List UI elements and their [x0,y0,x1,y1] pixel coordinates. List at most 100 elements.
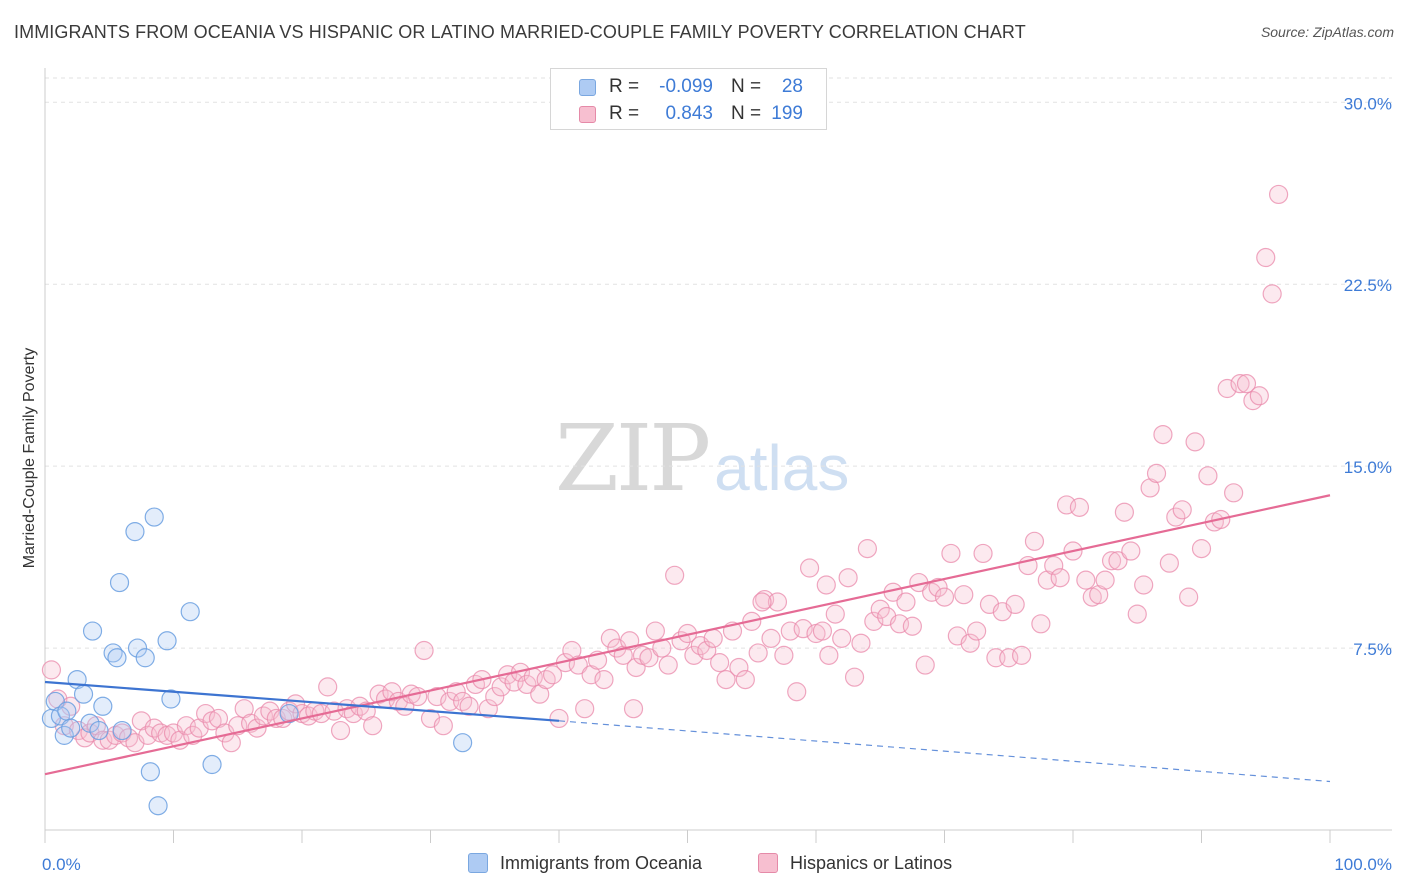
data-point-hispanic [812,621,833,641]
data-point-hispanic [710,653,730,673]
data-point-hispanic [1011,645,1032,665]
data-point-hispanic [825,604,845,624]
legend-n-value: 199 [771,103,803,124]
data-point-hispanic [318,677,338,697]
chart-title: IMMIGRANTS FROM OCEANIA VS HISPANIC OR L… [14,22,1026,42]
data-point-hispanic [221,733,241,753]
data-point-oceania [57,701,77,721]
legend-n-label: N = [731,103,762,124]
data-point-oceania [140,762,160,782]
data-point-oceania [61,718,81,738]
bottom-legend-swatch-hispanic [758,853,778,873]
axes [44,68,1392,843]
data-point-hispanic [478,699,498,719]
y-tick-label: 7.5% [1353,640,1392,659]
data-point-hispanic [1024,531,1045,551]
data-point-hispanic [1031,614,1051,634]
data-point-hispanic [93,730,113,750]
data-point-hispanic [1217,378,1237,399]
data-point-hispanic [1134,575,1154,595]
data-point-hispanic [934,587,955,607]
data-point-hispanic [459,696,479,716]
data-point-hispanic [1121,541,1141,561]
data-point-hispanic [902,616,922,636]
data-point-hispanic [433,716,453,736]
data-point-oceania [73,684,94,704]
data-point-hispanic [639,648,659,668]
data-point-hispanic [408,686,428,707]
data-point-hispanic [1179,587,1199,607]
trend-line-oceania-projection [558,720,1331,783]
data-point-hispanic [491,677,511,697]
data-point-hispanic [658,655,678,675]
legend-r-label: R = [609,103,640,124]
data-point-hispanic [1153,424,1173,445]
data-point-hispanic [819,645,839,665]
data-point-hispanic [1191,539,1212,559]
legend-r-label: R = [609,76,640,97]
series-oceania-points [41,507,473,816]
bottom-legend-label-oceania: Immigrants from Oceania [500,853,703,873]
data-point-hispanic [735,669,755,690]
trend-line-oceania [44,680,560,722]
data-point-hispanic [967,621,987,641]
data-point-hispanic [851,633,871,653]
series-hispanics-points [41,184,1289,753]
data-point-hispanic [1095,570,1115,590]
data-point-oceania [93,696,113,716]
data-point-hispanic [1166,507,1186,527]
y-tick-label: 30.0% [1344,94,1392,113]
data-point-oceania [135,648,155,668]
data-point-hispanic [1236,374,1257,394]
bottom-legend-label-hispanic: Hispanics or Latinos [790,853,953,873]
data-point-hispanic [626,657,646,678]
data-point-hispanic [1127,604,1147,624]
correlation-legend: R = -0.099 N = 28 R = 0.843 N = 199 [550,68,827,130]
data-point-hispanic [395,696,415,716]
data-point-oceania [202,754,222,775]
data-point-hispanic [729,657,749,678]
legend-swatch-oceania [579,79,596,96]
data-point-hispanic [870,599,890,619]
data-point-hispanic [716,669,736,690]
data-point-oceania [148,796,168,816]
watermark-zip: ZIP [555,405,711,512]
legend-n-value: 28 [781,76,803,97]
data-point-hispanic [684,645,704,665]
data-point-hispanic [285,694,306,714]
legend-r-value: -0.099 [659,76,713,97]
watermark-atlas: atlas [714,432,850,504]
data-point-hispanic [600,628,621,648]
data-point-hispanic [542,665,563,685]
data-point-hispanic [1198,466,1218,486]
data-point-hispanic [748,643,768,663]
data-point-hispanic [960,633,980,653]
data-point-oceania [180,602,200,622]
data-point-hispanic [41,660,62,680]
watermark: ZIPatlas [555,405,849,512]
data-point-oceania [157,631,177,651]
data-point-hispanic [1224,483,1244,503]
data-point-oceania [144,507,164,527]
data-point-hispanic [752,592,772,612]
data-point-hispanic [1256,247,1276,268]
data-point-hispanic [844,667,865,687]
source-label: Source: ZipAtlas.com [1260,24,1394,40]
data-point-hispanic [864,611,884,631]
legend-swatch-hispanic [579,106,596,123]
data-point-hispanic [363,716,383,736]
data-point-hispanic [549,708,569,729]
data-point-hispanic [915,655,935,675]
bottom-legend-swatch-oceania [468,853,488,873]
data-point-oceania [453,733,473,753]
data-point-oceania [107,648,127,668]
data-point-hispanic [517,674,537,695]
data-point-hispanic [1101,551,1122,571]
y-axis-label: Married-Couple Family Poverty [21,348,38,569]
data-point-oceania [112,720,132,741]
data-point-hispanic [761,628,781,648]
data-point-hispanic [1268,184,1289,205]
data-point-hispanic [652,638,672,658]
data-point-hispanic [1044,555,1064,576]
